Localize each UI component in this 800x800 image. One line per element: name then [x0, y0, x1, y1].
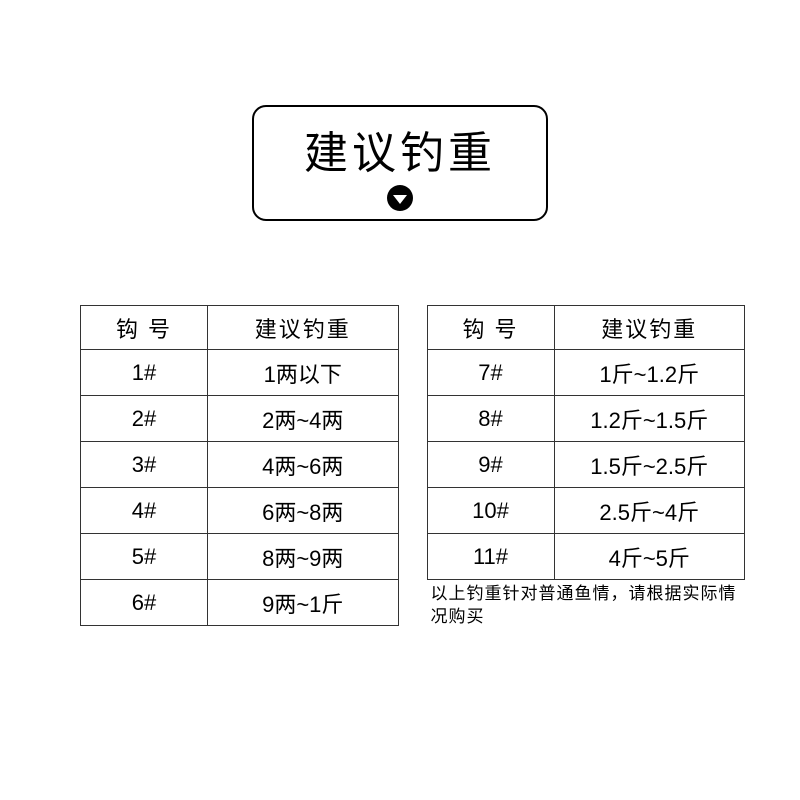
weight-cell: 4两~6两: [208, 442, 399, 488]
weight-cell: 2.5斤~4斤: [554, 488, 745, 534]
table-row: 2# 2两~4两: [81, 396, 399, 442]
table-row: 9# 1.5斤~2.5斤: [427, 442, 745, 488]
hook-number-cell: 8#: [427, 396, 554, 442]
weight-cell: 1.2斤~1.5斤: [554, 396, 745, 442]
right-table: 钩 号 建议钓重 7# 1斤~1.2斤 8# 1.2斤~1.5斤 9# 1.5斤…: [427, 305, 746, 580]
weight-cell: 4斤~5斤: [554, 534, 745, 580]
left-table: 钩 号 建议钓重 1# 1两以下 2# 2两~4两 3# 4两~6两: [80, 305, 399, 626]
table-row: 6# 9两~1斤: [81, 580, 399, 626]
hook-number-cell: 9#: [427, 442, 554, 488]
table-row: 8# 1.2斤~1.5斤: [427, 396, 745, 442]
hook-number-cell: 2#: [81, 396, 208, 442]
down-arrow-icon: [387, 185, 413, 211]
hook-number-cell: 1#: [81, 350, 208, 396]
hook-number-cell: 4#: [81, 488, 208, 534]
weight-cell: 1斤~1.2斤: [554, 350, 745, 396]
weight-cell: 8两~9两: [208, 534, 399, 580]
hook-number-cell: 3#: [81, 442, 208, 488]
table-row: 3# 4两~6两: [81, 442, 399, 488]
weight-cell: 9两~1斤: [208, 580, 399, 626]
page-title: 建议钓重: [304, 117, 496, 181]
col-header-weight: 建议钓重: [208, 306, 399, 350]
title-box: 建议钓重: [252, 105, 548, 221]
table-row: 1# 1两以下: [81, 350, 399, 396]
weight-cell: 6两~8两: [208, 488, 399, 534]
weight-cell: 1两以下: [208, 350, 399, 396]
left-table-wrapper: 钩 号 建议钓重 1# 1两以下 2# 2两~4两 3# 4两~6两: [80, 305, 399, 629]
right-table-wrapper: 钩 号 建议钓重 7# 1斤~1.2斤 8# 1.2斤~1.5斤 9# 1.5斤…: [427, 305, 746, 629]
table-row: 5# 8两~9两: [81, 534, 399, 580]
col-header-weight: 建议钓重: [554, 306, 745, 350]
table-row: 10# 2.5斤~4斤: [427, 488, 745, 534]
hook-number-cell: 10#: [427, 488, 554, 534]
footnote-text: 以上钓重针对普通鱼情，请根据实际情况购买: [427, 583, 746, 629]
weight-cell: 1.5斤~2.5斤: [554, 442, 745, 488]
table-header-row: 钩 号 建议钓重: [427, 306, 745, 350]
table-row: 11# 4斤~5斤: [427, 534, 745, 580]
table-row: 7# 1斤~1.2斤: [427, 350, 745, 396]
table-header-row: 钩 号 建议钓重: [81, 306, 399, 350]
col-header-hook-number: 钩 号: [427, 306, 554, 350]
col-header-hook-number: 钩 号: [81, 306, 208, 350]
table-row: 4# 6两~8两: [81, 488, 399, 534]
hook-number-cell: 11#: [427, 534, 554, 580]
weight-cell: 2两~4两: [208, 396, 399, 442]
hook-number-cell: 6#: [81, 580, 208, 626]
hook-number-cell: 7#: [427, 350, 554, 396]
hook-number-cell: 5#: [81, 534, 208, 580]
tables-container: 钩 号 建议钓重 1# 1两以下 2# 2两~4两 3# 4两~6两: [80, 305, 745, 629]
